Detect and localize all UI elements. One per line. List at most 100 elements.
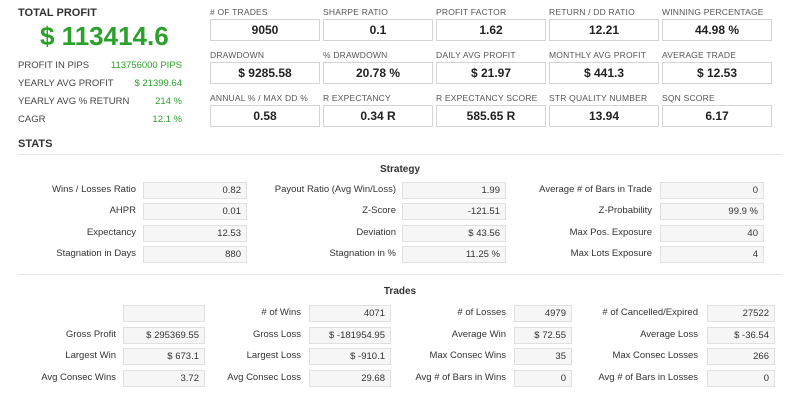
metric-label: % DRAWDOWN [323,50,388,60]
metric-card: STR QUALITY NUMBER 13.94 [549,93,659,127]
summary-row-label: CAGR [18,114,46,125]
strategy-title: Strategy [379,164,420,175]
metric-card: AVERAGE TRADE $ 12.53 [662,50,772,84]
metric-label: STR QUALITY NUMBER [549,93,648,103]
strategy-stat-label: AHPR [109,205,136,216]
trade-stat-label: Gross Loss [252,329,301,340]
metric-label: DRAWDOWN [210,50,265,60]
metric-label: R EXPECTANCY SCORE [436,93,538,103]
stats-title: STATS [18,138,53,150]
summary-row-label: YEARLY AVG % RETURN [18,96,130,107]
strategy-stat-label: Expectancy [86,227,136,238]
trade-stat-label: Avg Consec Loss [227,372,301,383]
trade-stat-value [123,305,205,322]
metric-value: 1.62 [436,19,546,41]
metric-label: # OF TRADES [210,7,268,17]
metric-card: WINNING PERCENTAGE 44.98 % [662,7,772,41]
summary-row-value: 12.1 % [152,114,182,125]
metric-value: 6.17 [662,105,772,127]
summary-row-value: 214 % [155,96,182,107]
trade-stat-value: $ 72.55 [514,327,572,344]
summary-row-label: YEARLY AVG PROFIT [18,78,114,89]
strategy-stat-value: $ 43.56 [402,225,506,242]
trade-stat-label: # of Losses [457,307,506,318]
strategy-stat-label: Stagnation in Days [56,248,136,259]
total-profit-label: TOTAL PROFIT [18,7,97,19]
metric-value: 20.78 % [323,62,433,84]
metric-card: % DRAWDOWN 20.78 % [323,50,433,84]
trade-stat-value: $ 295369.55 [123,327,205,344]
strategy-stat-label: Stagnation in % [329,248,396,259]
trade-stat-value: 0 [707,370,775,387]
summary-row: YEARLY AVG % RETURN 214 % [18,96,188,112]
metric-card: # OF TRADES 9050 [210,7,320,41]
summary-row-value: $ 21399.64 [134,78,182,89]
metric-value: 0.58 [210,105,320,127]
summary-row-label: PROFIT IN PIPS [18,60,90,71]
trade-stat-label: Gross Profit [65,329,116,340]
strategy-stat-label: Max Pos. Exposure [569,227,652,238]
metric-value: 0.1 [323,19,433,41]
strategy-stat-value: 0 [660,182,764,199]
metric-value: $ 12.53 [662,62,772,84]
metric-card: MONTHLY AVG PROFIT $ 441.3 [549,50,659,84]
strategy-stat-value: 1.99 [402,182,506,199]
metric-value: 13.94 [549,105,659,127]
strategy-stat-label: Payout Ratio (Avg Win/Loss) [274,184,396,195]
metric-value: 585.65 R [436,105,546,127]
metric-card: SHARPE RATIO 0.1 [323,7,433,41]
trade-stat-label: Largest Win [65,350,116,361]
metric-label: ANNUAL % / MAX DD % [210,93,308,103]
trade-stat-value: 0 [514,370,572,387]
metric-card: PROFIT FACTOR 1.62 [436,7,546,41]
metric-value: 12.21 [549,19,659,41]
trade-stat-label: Avg # of Bars in Wins [415,372,506,383]
strategy-stat-label: Z-Probability [598,205,652,216]
trade-stat-label: Avg # of Bars in Losses [598,372,698,383]
strategy-stat-value: 11.25 % [402,246,506,263]
strategy-stat-label: Max Lots Exposure [570,248,652,259]
metric-card: ANNUAL % / MAX DD % 0.58 [210,93,320,127]
strategy-stat-value: 99.9 % [660,203,764,220]
trade-stat-value: 4979 [514,305,572,322]
strategy-stat-label: Z-Score [362,205,396,216]
metric-label: DAILY AVG PROFIT [436,50,516,60]
metric-value: $ 21.97 [436,62,546,84]
summary-row: YEARLY AVG PROFIT $ 21399.64 [18,78,188,94]
metric-label: R EXPECTANCY [323,93,391,103]
trade-stat-label: Max Consec Wins [429,350,506,361]
metric-card: R EXPECTANCY 0.34 R [323,93,433,127]
strategy-stat-label: Average # of Bars in Trade [539,184,652,195]
metric-label: RETURN / DD RATIO [549,7,635,17]
trade-stat-value: 29.68 [309,370,391,387]
trade-stat-value: $ -36.54 [707,327,775,344]
metric-value: 0.34 R [323,105,433,127]
metric-card: DAILY AVG PROFIT $ 21.97 [436,50,546,84]
strategy-stat-value: -121.51 [402,203,506,220]
divider [18,274,782,275]
strategy-stat-label: Deviation [356,227,396,238]
trade-stat-value: $ 673.1 [123,348,205,365]
trade-stat-label: # of Cancelled/Expired [602,307,698,318]
trade-stat-value: 35 [514,348,572,365]
trade-stat-label: Max Consec Losses [612,350,698,361]
summary-row: PROFIT IN PIPS 113756000 PIPS [18,60,188,76]
strategy-stat-label: Wins / Losses Ratio [52,184,136,195]
strategy-stat-value: 12.53 [143,225,247,242]
metric-label: MONTHLY AVG PROFIT [549,50,647,60]
trade-stat-label: Largest Loss [246,350,301,361]
metric-value: $ 441.3 [549,62,659,84]
trade-stat-label: # of Wins [261,307,301,318]
metric-value: 44.98 % [662,19,772,41]
strategy-stat-value: 880 [143,246,247,263]
metric-card: R EXPECTANCY SCORE 585.65 R [436,93,546,127]
strategy-stat-value: 0.01 [143,203,247,220]
trade-stat-label: Avg Consec Wins [41,372,116,383]
metric-card: SQN SCORE 6.17 [662,93,772,127]
metric-label: WINNING PERCENTAGE [662,7,764,17]
trade-stat-value: 3.72 [123,370,205,387]
trade-stat-label: Average Loss [640,329,698,340]
trade-stat-value: $ -181954.95 [309,327,391,344]
strategy-stat-value: 4 [660,246,764,263]
divider [18,154,782,155]
